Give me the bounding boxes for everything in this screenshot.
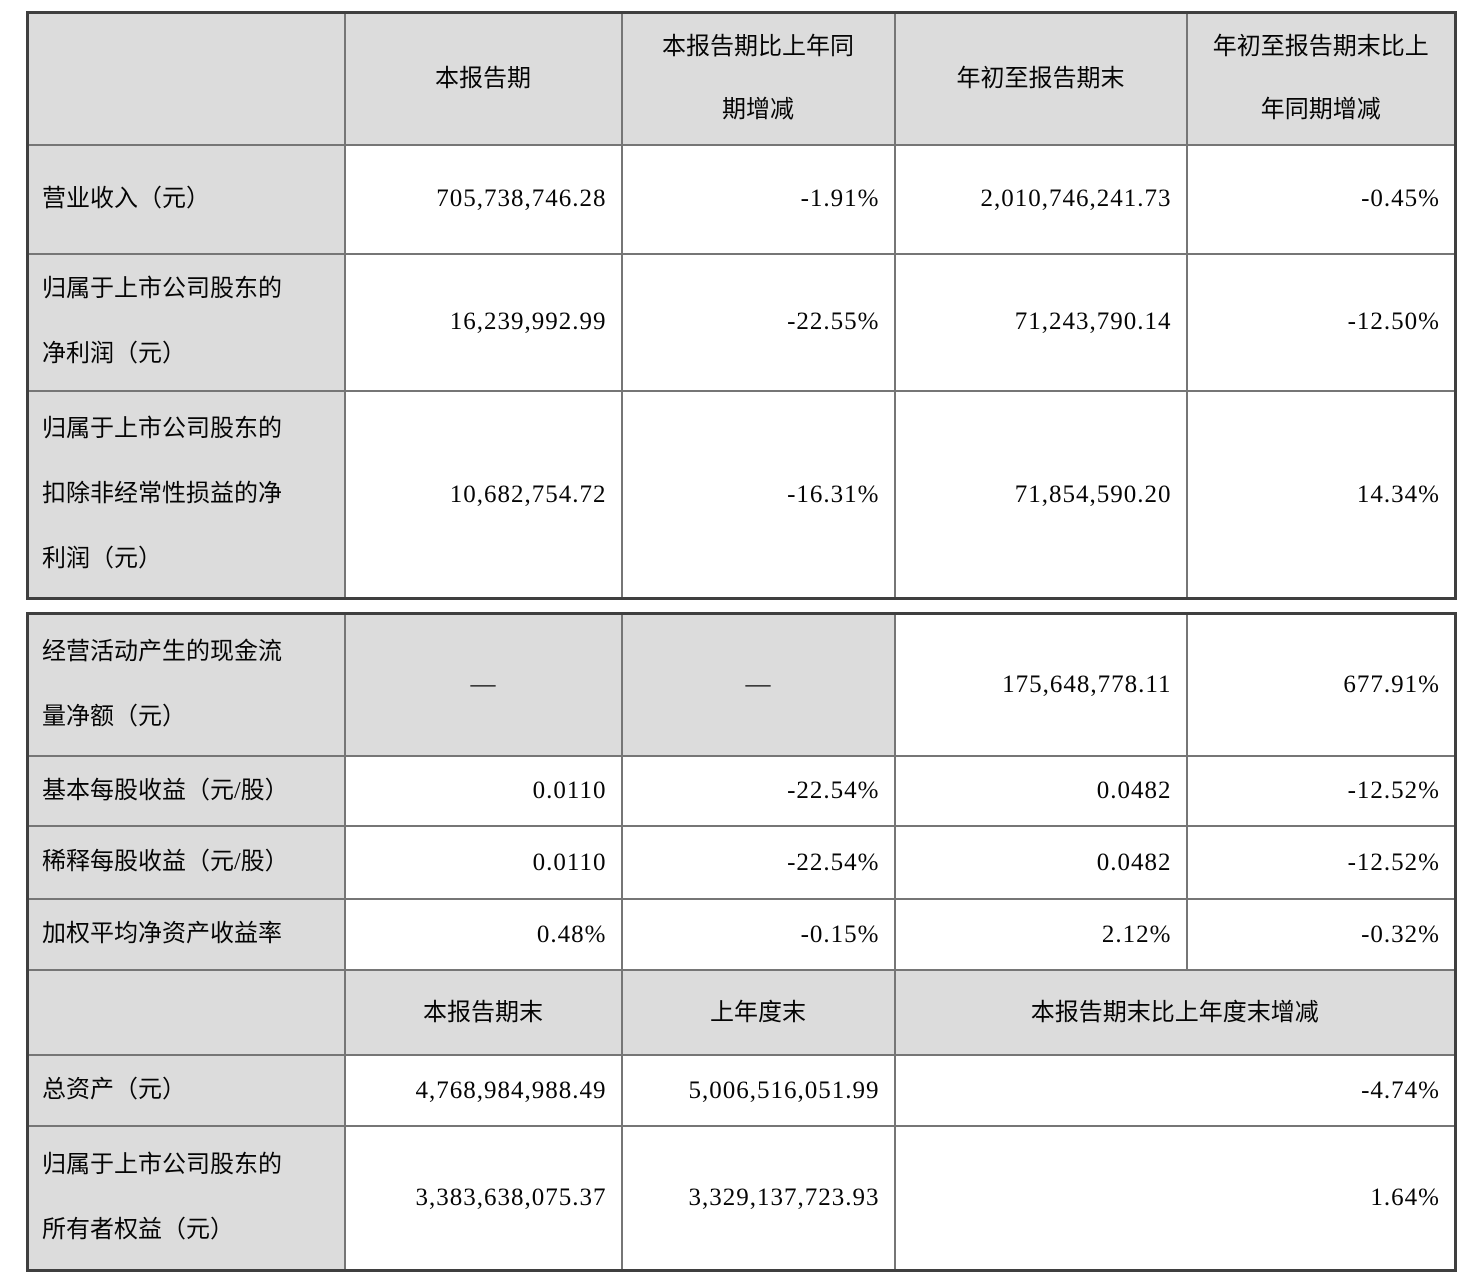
total-assets-end-of-prior-year: 5,006,516,051.99 (620, 1054, 896, 1128)
equity-attributable-end-of-period: 3,383,638,075.37 (343, 1125, 623, 1272)
equity-attributable-label: 归属于上市公司股东的 所有者权益（元） (26, 1125, 346, 1272)
weighted-avg-roe-ytd: 2.12% (893, 898, 1188, 972)
table-row: 总资产（元） 4,768,984,988.49 5,006,516,051.99… (26, 1054, 1457, 1128)
col-header-ytd-yoy: 年初至报告期末比上 年同期增减 (1185, 11, 1457, 146)
equity-attributable-change: 1.64% (893, 1125, 1457, 1272)
diluted-eps-label: 稀释每股收益（元/股） (26, 825, 346, 901)
weighted-avg-roe-current-yoy: -0.15% (620, 898, 896, 972)
basic-eps-label: 基本每股收益（元/股） (26, 754, 346, 828)
table-row: 营业收入（元） 705,738,746.28 -1.91% 2,010,746,… (26, 143, 1457, 255)
non-recurring-net-profit-current: 10,682,754.72 (343, 389, 623, 600)
basic-eps-ytd: 0.0482 (893, 754, 1188, 828)
col-header-current-yoy: 本报告期比上年同 期增减 (620, 11, 896, 146)
operating-cash-flow-current: — (343, 612, 623, 757)
weighted-avg-roe-label: 加权平均净资产收益率 (26, 898, 346, 972)
operating-cash-flow-ytd-yoy: 677.91% (1185, 612, 1457, 757)
col-header-end-of-period: 本报告期末 (343, 969, 623, 1057)
net-profit-attributable-label: 归属于上市公司股东的 净利润（元） (26, 252, 346, 392)
key-financials-table-part2: 经营活动产生的现金流 量净额（元） — — 175,648,778.11 677… (26, 612, 1457, 1272)
operating-revenue-ytd: 2,010,746,241.73 (893, 143, 1188, 255)
table-row: 稀释每股收益（元/股） 0.0110 -22.54% 0.0482 -12.52… (26, 825, 1457, 901)
total-assets-change: -4.74% (893, 1054, 1457, 1128)
operating-revenue-current-yoy: -1.91% (620, 143, 896, 255)
equity-attributable-end-of-prior-year: 3,329,137,723.93 (620, 1125, 896, 1272)
total-assets-end-of-period: 4,768,984,988.49 (343, 1054, 623, 1128)
col-header-ytd: 年初至报告期末 (893, 11, 1188, 146)
operating-revenue-label: 营业收入（元） (26, 143, 346, 255)
net-profit-attributable-current: 16,239,992.99 (343, 252, 623, 392)
diluted-eps-current: 0.0110 (343, 825, 623, 901)
table-row: 加权平均净资产收益率 0.48% -0.15% 2.12% -0.32% (26, 898, 1457, 972)
basic-eps-ytd-yoy: -12.52% (1185, 754, 1457, 828)
non-recurring-net-profit-ytd: 71,854,590.20 (893, 389, 1188, 600)
period-header-row: 本报告期 本报告期比上年同 期增减 年初至报告期末 年初至报告期末比上 年同期增… (26, 11, 1457, 146)
operating-cash-flow-ytd: 175,648,778.11 (893, 612, 1188, 757)
period-end-header-row: 本报告期末 上年度末 本报告期末比上年度末增减 (26, 969, 1457, 1057)
corner-cell-2 (26, 969, 346, 1057)
weighted-avg-roe-ytd-yoy: -0.32% (1185, 898, 1457, 972)
net-profit-attributable-ytd: 71,243,790.14 (893, 252, 1188, 392)
table-row: 归属于上市公司股东的 所有者权益（元） 3,383,638,075.37 3,3… (26, 1125, 1457, 1272)
non-recurring-net-profit-current-yoy: -16.31% (620, 389, 896, 600)
basic-eps-current-yoy: -22.54% (620, 754, 896, 828)
diluted-eps-ytd-yoy: -12.52% (1185, 825, 1457, 901)
operating-cash-flow-current-yoy: — (620, 612, 896, 757)
table-row: 归属于上市公司股东的 净利润（元） 16,239,992.99 -22.55% … (26, 252, 1457, 392)
key-financials-table-part1: 本报告期 本报告期比上年同 期增减 年初至报告期末 年初至报告期末比上 年同期增… (26, 11, 1457, 600)
table-row: 经营活动产生的现金流 量净额（元） — — 175,648,778.11 677… (26, 612, 1457, 757)
net-profit-attributable-ytd-yoy: -12.50% (1185, 252, 1457, 392)
non-recurring-net-profit-label: 归属于上市公司股东的 扣除非经常性损益的净 利润（元） (26, 389, 346, 600)
table-row: 基本每股收益（元/股） 0.0110 -22.54% 0.0482 -12.52… (26, 754, 1457, 828)
table-row: 归属于上市公司股东的 扣除非经常性损益的净 利润（元） 10,682,754.7… (26, 389, 1457, 600)
weighted-avg-roe-current: 0.48% (343, 898, 623, 972)
corner-cell (26, 11, 346, 146)
operating-cash-flow-label: 经营活动产生的现金流 量净额（元） (26, 612, 346, 757)
basic-eps-current: 0.0110 (343, 754, 623, 828)
operating-revenue-ytd-yoy: -0.45% (1185, 143, 1457, 255)
col-header-end-of-prior-year: 上年度末 (620, 969, 896, 1057)
diluted-eps-ytd: 0.0482 (893, 825, 1188, 901)
operating-revenue-current: 705,738,746.28 (343, 143, 623, 255)
financial-summary-document: 本报告期 本报告期比上年同 期增减 年初至报告期末 年初至报告期末比上 年同期增… (26, 11, 1457, 1272)
net-profit-attributable-current-yoy: -22.55% (620, 252, 896, 392)
col-header-current-period: 本报告期 (343, 11, 623, 146)
diluted-eps-current-yoy: -22.54% (620, 825, 896, 901)
col-header-period-end-change: 本报告期末比上年度末增减 (893, 969, 1457, 1057)
total-assets-label: 总资产（元） (26, 1054, 346, 1128)
non-recurring-net-profit-ytd-yoy: 14.34% (1185, 389, 1457, 600)
